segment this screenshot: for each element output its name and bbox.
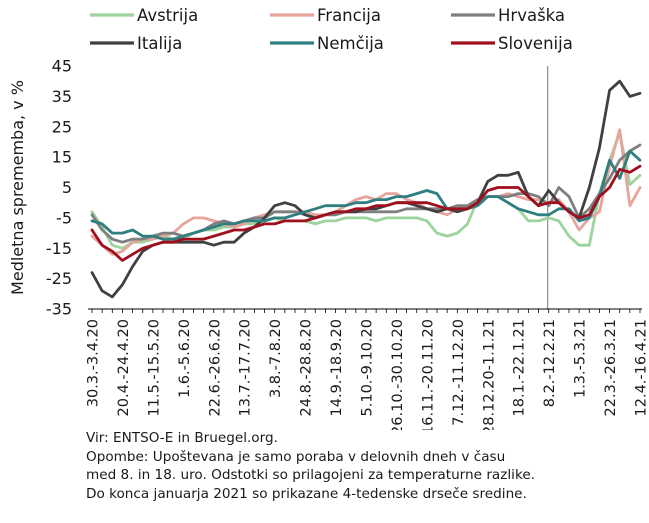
y-tick-label: 45 xyxy=(52,57,72,76)
x-tick-label: 22.6.-26.6.20 xyxy=(207,319,223,416)
y-tick-label: -25 xyxy=(46,269,72,288)
legend-label: Slovenija xyxy=(498,34,573,53)
x-tick-label: 30.3.-3.4.20 xyxy=(86,319,102,407)
x-tick-label: 24.8.-28.8.20 xyxy=(299,319,315,416)
legend-item-slovenija: Slovenija xyxy=(451,34,573,53)
source-note: Vir: ENTSO-E in Bruegel.org. xyxy=(86,430,278,446)
x-tick-label: 1.3.-5.3.21 xyxy=(573,319,589,398)
legend-item-francija: Francija xyxy=(270,6,381,25)
legend-item-hrvaska: Hrvaška xyxy=(451,6,565,25)
x-tick-label: 18.1.-22.1.21 xyxy=(512,319,528,416)
y-tick-label: -35 xyxy=(46,300,72,319)
legend-label: Avstrija xyxy=(137,6,198,25)
x-tick-label: 3.8.-7.8.20 xyxy=(268,319,284,398)
series-line-hrvaska xyxy=(90,143,642,244)
y-axis: -35 -25 -15 -5 5 15 25 35 45 xyxy=(46,57,72,319)
y-axis-title: Medletna sprememba, v % xyxy=(8,80,27,295)
y-tick-label: 5 xyxy=(62,178,72,197)
x-tick-label: 5.10.-9.10.20 xyxy=(360,319,376,416)
x-tick-label: 26.10.-30.10.20 xyxy=(390,319,406,430)
legend-item-italija: Italija xyxy=(90,34,182,53)
x-tick-label: 8.2.-12.2.21 xyxy=(542,319,558,407)
x-tick-label: 12.4.-16.4.21 xyxy=(634,319,649,416)
y-tick-label: -15 xyxy=(46,239,72,258)
x-tick-label: 20.4.-24.4.20 xyxy=(116,319,132,416)
x-tick-label: 1.6.-5.6.20 xyxy=(177,319,193,398)
x-tick-label: 7.12.-11.12.20 xyxy=(451,319,467,426)
y-tick-label: -5 xyxy=(56,208,72,227)
legend-item-nemcija: Nemčija xyxy=(270,34,384,53)
legend-item-avstrija: Avstrija xyxy=(90,6,198,25)
legend-label: Italija xyxy=(137,34,182,53)
remarks-line-3: Do konca januarja 2021 so prikazane 4-te… xyxy=(86,485,527,502)
remarks-line-1: Opombe: Upoštevana je samo poraba v delo… xyxy=(86,448,506,465)
x-tick-label: 14.9.-18.9.20 xyxy=(329,319,345,416)
remarks-line-2: med 8. in 18. uro. Odstotki so prilagoje… xyxy=(86,467,536,484)
y-tick-label: 35 xyxy=(52,87,72,106)
series-line-slovenija xyxy=(90,164,642,262)
y-tick-label: 15 xyxy=(52,148,72,167)
x-tick-label: 28.12.20-1.1.21 xyxy=(481,319,497,430)
legend: Avstrija Francija Hrvaška Italija Nemčija Slo… xyxy=(90,6,573,53)
line-chart: Avstrija Francija Hrvaška Italija Nemčija Slo… xyxy=(8,6,649,430)
y-axis-label-group: Medletna sprememba, v % xyxy=(8,80,27,295)
series-lines xyxy=(90,79,642,299)
series-line-nemcija xyxy=(90,149,642,241)
legend-label: Francija xyxy=(317,6,381,25)
x-tick-label: 16.11.-20.11.20 xyxy=(420,319,436,430)
legend-label: Hrvaška xyxy=(498,6,565,25)
x-axis: 30.3.-3.4.20 20.4.-24.4.20 11.5.-15.5.20 1.… xyxy=(86,308,649,430)
x-tick-label: 13.7.-17.7.20 xyxy=(238,319,254,416)
y-tick-label: 25 xyxy=(52,117,72,136)
legend-label: Nemčija xyxy=(317,34,384,53)
chart-notes: Vir: ENTSO-E in Bruegel.org. Opombe: Upo… xyxy=(86,429,646,503)
x-tick-label: 11.5.-15.5.20 xyxy=(146,319,162,416)
x-tick-label: 22.3.-26.3.21 xyxy=(603,319,619,416)
